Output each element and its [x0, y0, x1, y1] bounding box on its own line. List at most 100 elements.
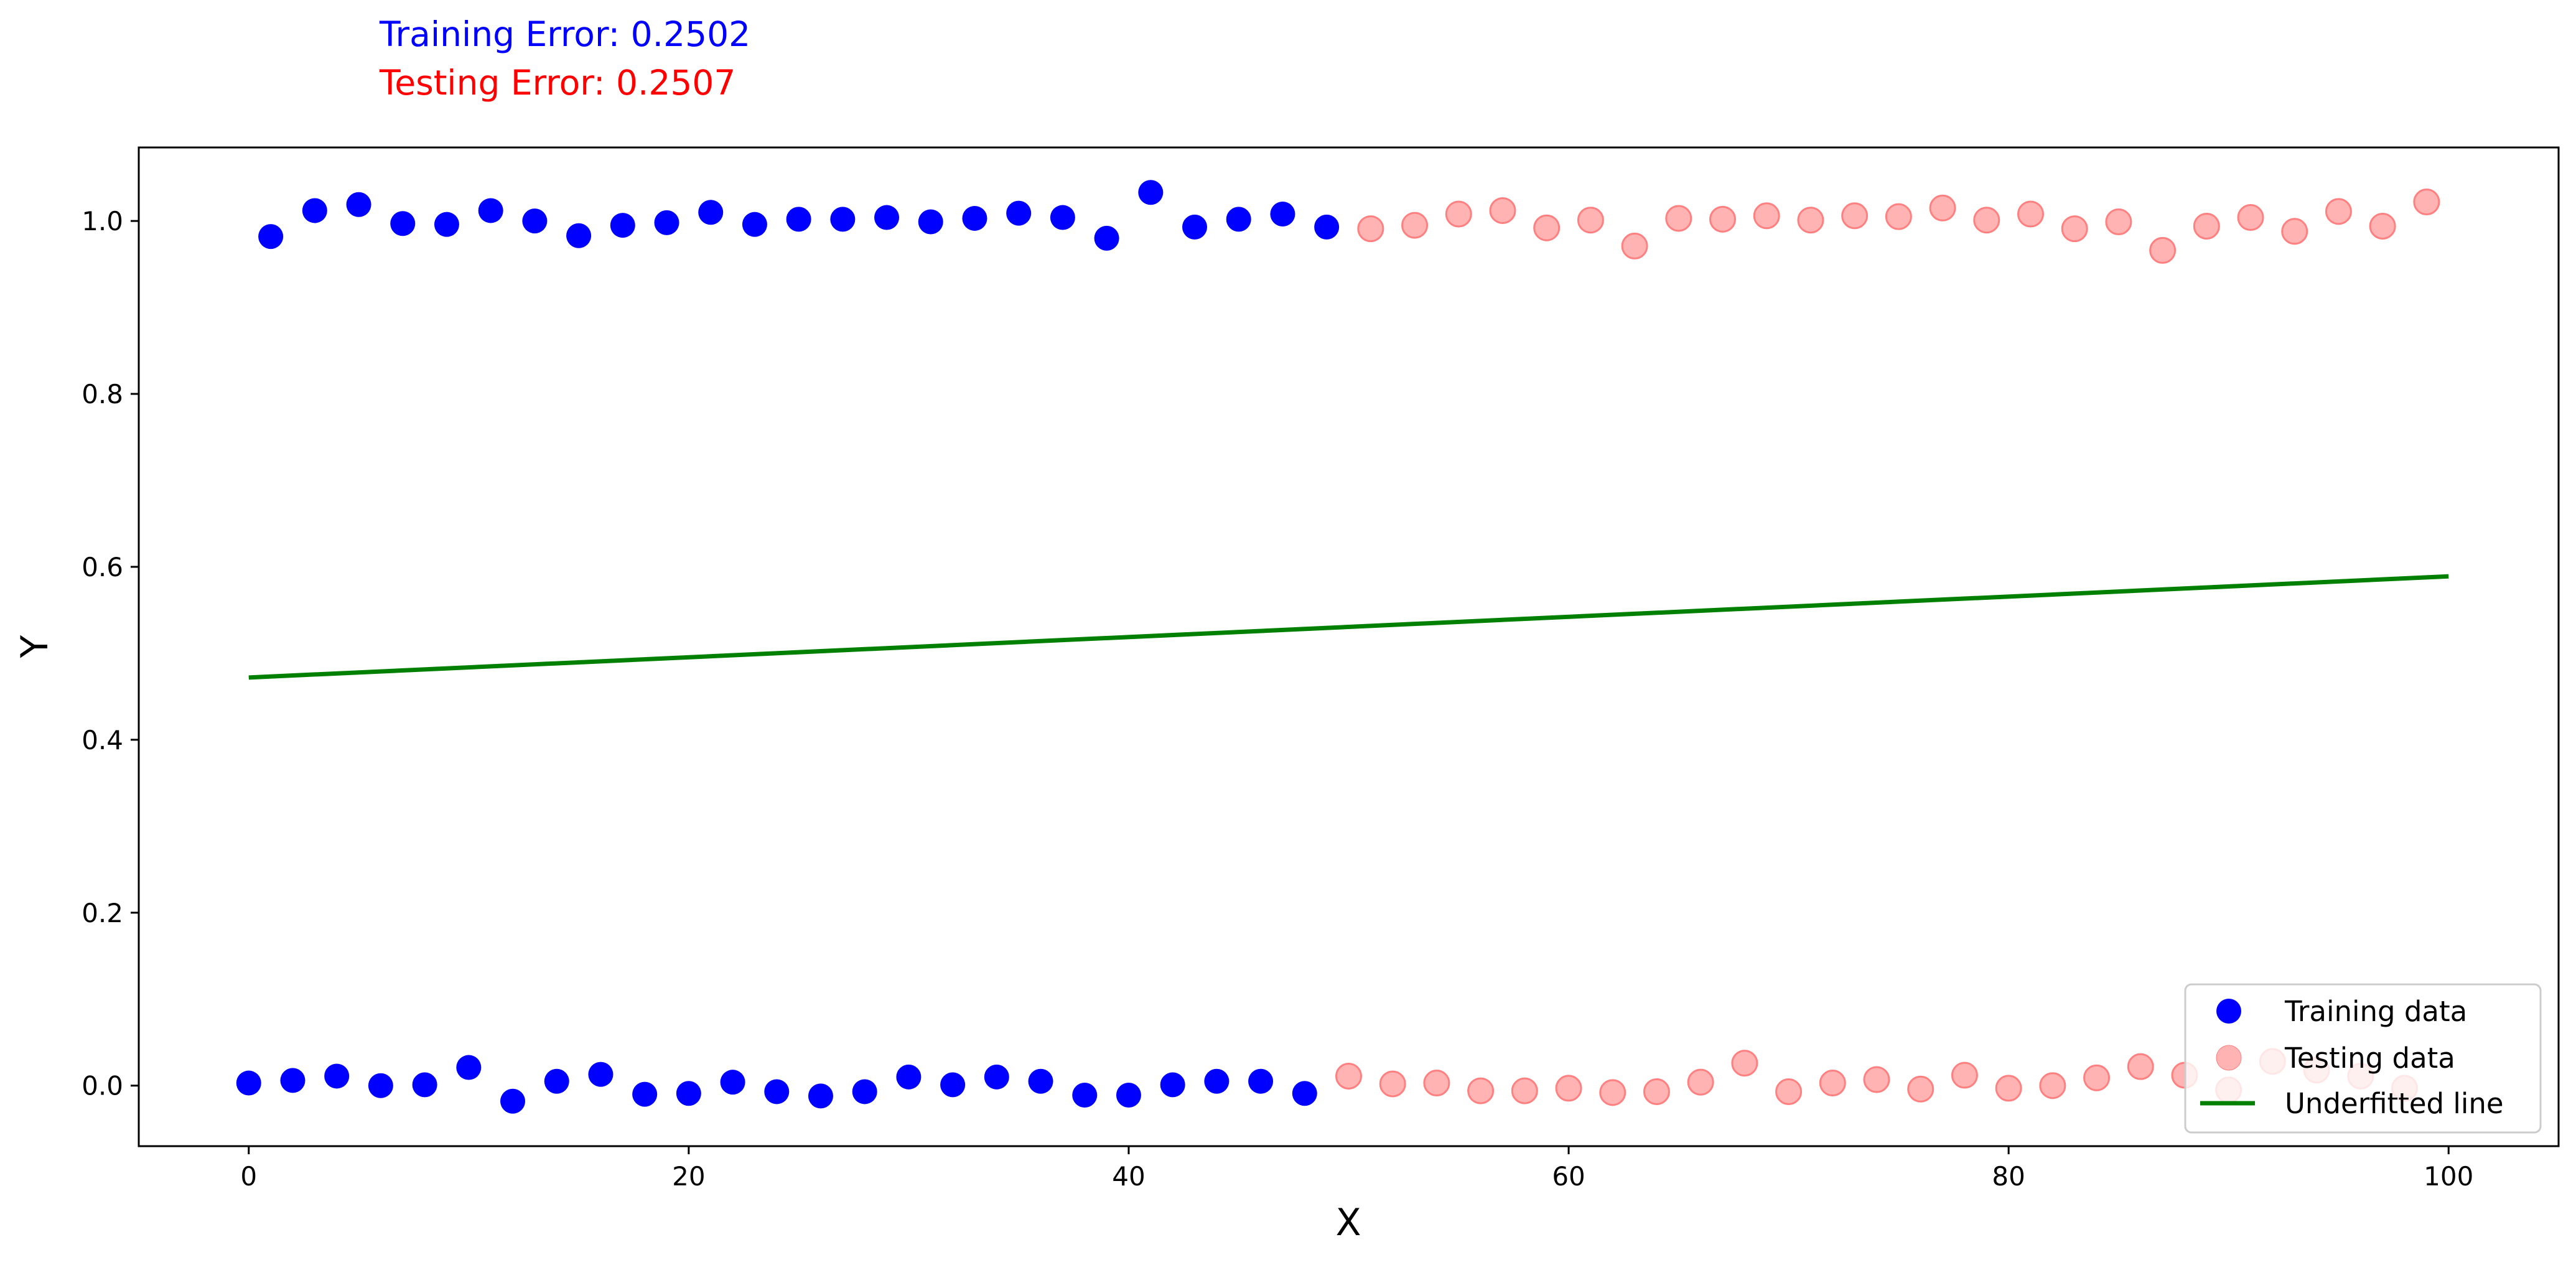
x-axis-label: X — [1335, 1201, 1361, 1244]
testing-point — [1753, 202, 1780, 230]
testing-point — [2083, 1064, 2111, 1091]
training-point — [764, 1079, 790, 1104]
training-point — [1138, 180, 1164, 205]
training-point — [302, 198, 327, 223]
training-point — [1028, 1068, 1053, 1094]
training-point — [962, 205, 987, 231]
x-tick-label: 80 — [1992, 1161, 2025, 1192]
testing-point — [1445, 200, 1472, 228]
legend-label-training: Training data — [2284, 995, 2467, 1028]
training-point — [852, 1079, 877, 1104]
training-point — [434, 212, 459, 237]
training-point — [676, 1081, 701, 1106]
y-tick-label: 0.0 — [82, 1071, 123, 1101]
testing-point — [1555, 1075, 1582, 1102]
testing-point — [2369, 212, 2396, 240]
training-point — [1270, 202, 1295, 226]
training-point — [522, 208, 548, 234]
training-point — [786, 207, 811, 232]
testing-point — [1863, 1066, 1890, 1093]
testing-point — [1577, 207, 1604, 234]
y-tick-label: 0.8 — [82, 379, 123, 409]
testing-point — [2039, 1072, 2066, 1099]
x-axis-ticks: 0 20 40 60 80 100 — [240, 1146, 2473, 1192]
testing-point — [1599, 1079, 1626, 1106]
testing-point — [1467, 1077, 1495, 1104]
testing-point — [1973, 207, 2000, 234]
testing-point — [1489, 197, 1516, 224]
x-tick-label: 100 — [2424, 1161, 2473, 1192]
x-tick-label: 40 — [1112, 1161, 1145, 1192]
testing-point — [1797, 207, 1824, 234]
training-point — [610, 213, 635, 238]
training-point — [544, 1068, 569, 1094]
points-layer — [236, 180, 2440, 1114]
testing-point — [1885, 203, 1912, 230]
legend-marker-training — [2216, 999, 2241, 1024]
training-point — [984, 1064, 1009, 1090]
training-point — [346, 192, 371, 217]
legend: Training data Testing data Underfitted l… — [2184, 983, 2542, 1134]
y-tick-label: 0.2 — [82, 898, 123, 928]
training-point — [1226, 207, 1251, 232]
legend-box — [2184, 983, 2542, 1134]
y-tick-label: 0.6 — [82, 552, 123, 582]
testing-point — [1643, 1078, 1670, 1105]
training-point — [324, 1063, 350, 1089]
testing-point — [1731, 1050, 1758, 1077]
y-axis-label: Y — [13, 635, 57, 658]
testing-point — [2105, 208, 2132, 236]
training-point — [830, 207, 856, 232]
training-point — [918, 209, 943, 235]
testing-point — [1841, 202, 1869, 230]
testing-point — [1335, 1062, 1362, 1090]
training-point — [566, 223, 592, 248]
x-tick-label: 0 — [240, 1161, 257, 1192]
training-point — [1050, 205, 1075, 230]
training-point — [478, 198, 503, 223]
testing-point — [2017, 200, 2044, 228]
training-point — [412, 1072, 437, 1098]
training-point — [390, 211, 416, 236]
training-point — [368, 1073, 393, 1098]
testing-point — [2281, 218, 2308, 245]
training-point — [1006, 200, 1032, 226]
training-point — [940, 1072, 966, 1098]
underfitted-line — [248, 574, 2449, 680]
testing-point — [1775, 1078, 1803, 1105]
x-tick-label: 60 — [1552, 1161, 1585, 1192]
training-point — [588, 1062, 614, 1087]
legend-label-underfitted-line: Underfitted line — [2285, 1087, 2504, 1120]
x-tick-label: 20 — [672, 1161, 705, 1192]
testing-point — [1907, 1075, 1934, 1103]
training-point — [654, 210, 679, 235]
training-point — [1116, 1083, 1141, 1108]
testing-point — [1379, 1070, 1406, 1098]
training-point — [280, 1068, 306, 1093]
y-axis-ticks: 0.0 0.2 0.4 0.6 0.8 1.0 — [82, 206, 139, 1101]
training-point — [456, 1055, 482, 1080]
testing-point — [1819, 1070, 1846, 1097]
testing-point — [2127, 1053, 2154, 1080]
y-tick-label: 0.4 — [82, 725, 123, 755]
testing-point — [1929, 194, 1956, 222]
training-point — [742, 212, 767, 237]
training-point — [808, 1083, 833, 1109]
testing-point — [2061, 215, 2088, 243]
testing-point — [1665, 205, 1692, 232]
testing-point — [1687, 1068, 1714, 1096]
legend-label-testing: Testing data — [2284, 1042, 2455, 1075]
testing-point — [2325, 198, 2352, 225]
training-point — [1094, 225, 1119, 251]
training-point — [1072, 1083, 1098, 1108]
plot-area-frame — [138, 146, 2560, 1147]
training-point — [1182, 214, 1208, 240]
testing-point — [1709, 205, 1737, 233]
training-point — [1292, 1081, 1317, 1106]
testing-point — [1511, 1077, 1538, 1104]
training-point — [874, 205, 900, 230]
training-point — [632, 1081, 658, 1107]
testing-error-annotation: Testing Error: 0.2507 — [379, 63, 735, 103]
testing-point — [2149, 236, 2177, 264]
